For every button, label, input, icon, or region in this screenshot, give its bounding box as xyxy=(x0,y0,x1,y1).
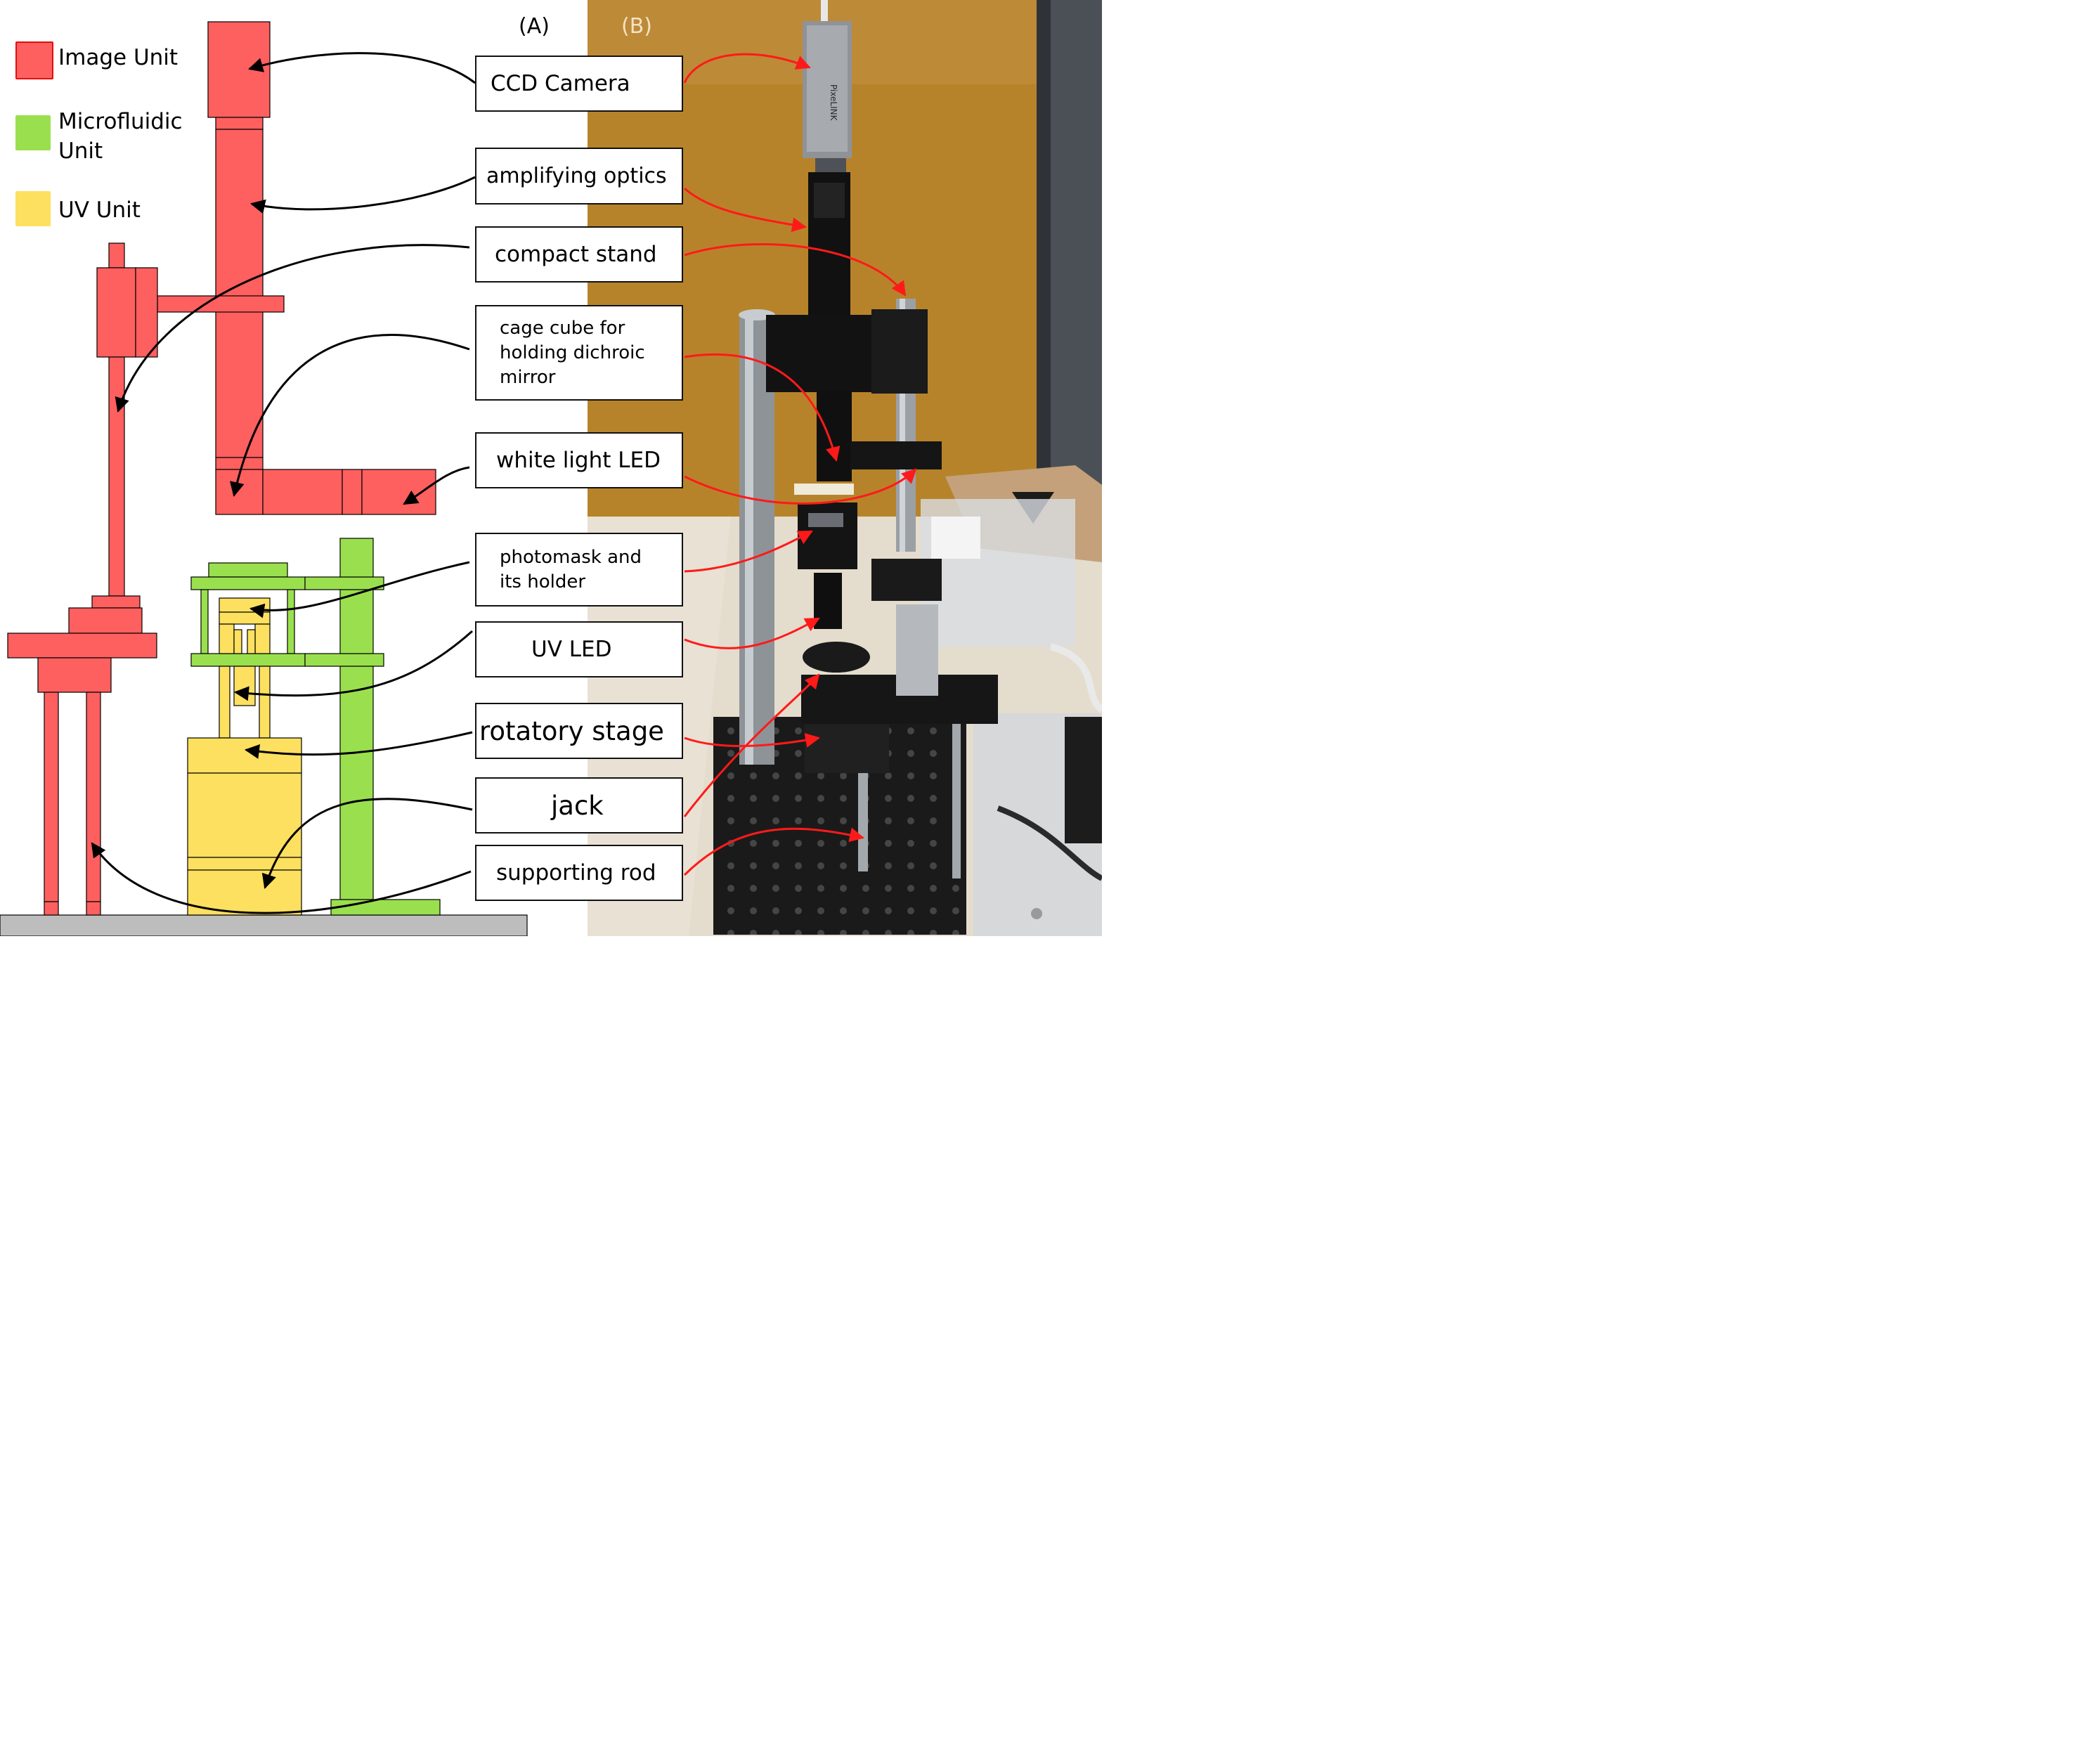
legend-label-microfluidic-unit: Microfluidic Unit xyxy=(58,109,183,164)
cage-plate xyxy=(766,315,871,392)
legend-label-image-unit: Image Unit xyxy=(58,45,179,70)
stand-head xyxy=(96,267,136,358)
callout-compact-stand: compact stand xyxy=(475,226,683,283)
support-rod xyxy=(86,692,101,902)
photo-arrows xyxy=(683,53,917,876)
callout-cage-cube: cage cube for holding dichroic mirror xyxy=(475,305,683,401)
jack xyxy=(805,724,889,773)
callout-ccd-camera: CCD Camera xyxy=(475,56,683,112)
callout-supporting-rod: supporting rod xyxy=(475,845,683,901)
panel-label-a: (A) xyxy=(519,14,550,39)
stand-pole xyxy=(108,356,125,597)
rotatory-stage xyxy=(803,642,870,673)
uv-jack xyxy=(187,737,302,774)
callout-rotatory-stage: rotatory stage xyxy=(475,703,683,759)
legend-swatch-microfluidic-unit xyxy=(15,115,51,150)
callout-white-light-led: white light LED xyxy=(475,432,683,488)
photomask-holder xyxy=(798,502,857,569)
legend-label-uv-unit: UV Unit xyxy=(58,197,141,223)
ground-base xyxy=(0,914,528,936)
led-housing xyxy=(850,441,942,469)
micro-post xyxy=(339,538,374,578)
schematic-panel xyxy=(0,21,528,936)
panel-label-b: (B) xyxy=(621,14,652,39)
callout-uv-led: UV LED xyxy=(475,621,683,677)
camera-block xyxy=(207,21,271,118)
legend-swatch-uv-unit xyxy=(15,191,51,226)
schematic-arrows xyxy=(91,52,476,914)
legend-swatch-image-unit xyxy=(15,41,53,79)
camera-brand: PixeLINK xyxy=(829,84,838,122)
figure: PixeLINK xyxy=(0,0,1102,936)
image-unit-parts xyxy=(7,21,436,916)
led-block xyxy=(361,469,436,515)
uv-led-tube xyxy=(814,573,842,629)
callout-amplifying-optics: amplifying optics xyxy=(475,148,683,205)
callout-jack: jack xyxy=(475,777,683,834)
callout-photomask: photomask and its holder xyxy=(475,533,683,607)
